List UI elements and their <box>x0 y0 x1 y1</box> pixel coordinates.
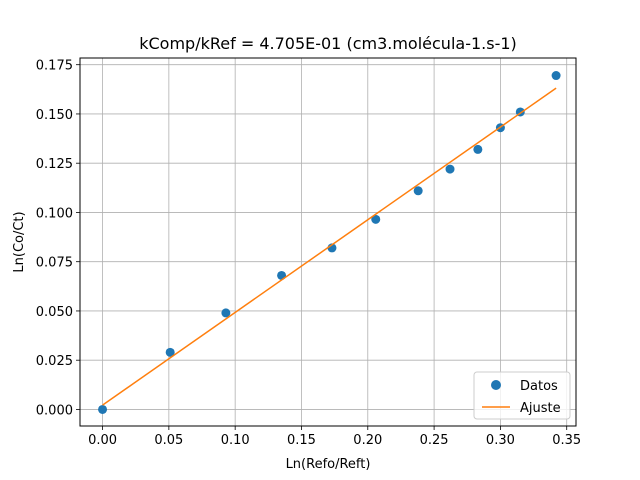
data-point <box>473 144 483 154</box>
y-tick-label: 0.025 <box>36 354 73 369</box>
x-tick-label: 0.25 <box>420 433 449 448</box>
x-tick-label: 0.30 <box>486 433 515 448</box>
plot-frame <box>79 57 577 427</box>
data-point <box>98 404 108 414</box>
y-axis-label: Ln(Co/Ct) <box>12 211 27 272</box>
series <box>98 71 561 414</box>
chart-title: kComp/kRef = 4.705E-01 (cm3.molécula-1.s… <box>139 34 517 53</box>
data-point <box>413 186 423 196</box>
legend-label-ajuste: Ajuste <box>520 401 561 416</box>
data-point <box>445 164 455 174</box>
fit-line <box>102 87 557 406</box>
legend-label-datos: Datos <box>520 379 558 394</box>
x-tick-label: 0.00 <box>88 433 117 448</box>
y-tick-label: 0.075 <box>36 256 73 271</box>
x-tick-label: 0.05 <box>154 433 183 448</box>
x-tick-label: 0.15 <box>287 433 316 448</box>
data-point <box>221 308 231 318</box>
grid <box>80 58 576 426</box>
y-tick-label: 0.125 <box>36 157 73 172</box>
legend: Datos Ajuste <box>473 371 571 420</box>
y-tick-label: 0.150 <box>36 108 73 123</box>
y-tick-label: 0.175 <box>36 59 73 74</box>
y-tick-label: 0.000 <box>36 403 73 418</box>
legend-marker-datos <box>491 380 501 390</box>
axis-ticks: 0.00 0.05 0.10 0.15 0.20 0.25 0.30 0.35 0.000 0.0… <box>36 59 581 448</box>
data-point <box>371 214 381 224</box>
data-point <box>165 347 175 357</box>
x-axis-label: Ln(Refo/Reft) <box>286 457 371 472</box>
x-tick-label: 0.10 <box>221 433 250 448</box>
y-tick-label: 0.050 <box>36 305 73 320</box>
y-tick-label: 0.100 <box>36 206 73 221</box>
data-point <box>551 71 561 81</box>
x-tick-label: 0.35 <box>552 433 581 448</box>
x-tick-label: 0.20 <box>353 433 382 448</box>
